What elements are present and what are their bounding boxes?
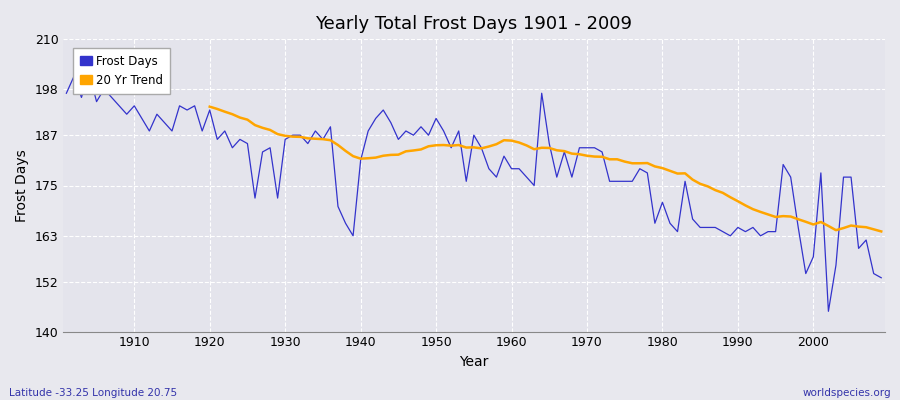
- Text: Latitude -33.25 Longitude 20.75: Latitude -33.25 Longitude 20.75: [9, 388, 177, 398]
- Text: worldspecies.org: worldspecies.org: [803, 388, 891, 398]
- X-axis label: Year: Year: [459, 355, 489, 369]
- Legend: Frost Days, 20 Yr Trend: Frost Days, 20 Yr Trend: [73, 48, 170, 94]
- Y-axis label: Frost Days: Frost Days: [15, 149, 29, 222]
- Title: Yearly Total Frost Days 1901 - 2009: Yearly Total Frost Days 1901 - 2009: [315, 15, 633, 33]
